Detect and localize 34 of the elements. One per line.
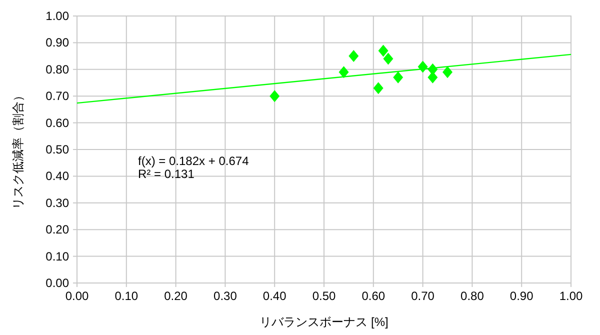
point [393,71,404,84]
x-tick-label: 0.30 [214,289,238,303]
point [378,44,388,57]
x-tick-label: 0.20 [164,289,188,303]
x-tick-label: 0.80 [460,289,484,303]
point [348,50,359,62]
point [442,66,452,78]
point [373,82,384,94]
annotation: R² = 0.131 [138,167,195,181]
y-tick-label: 0.60 [46,116,70,130]
y-tick-label: 0.30 [46,196,70,210]
x-tick-label: 0.50 [312,289,336,303]
y-tick-label: 0.80 [46,62,70,76]
x-tick-label: 1.00 [559,289,583,303]
y-tick-label: 0.50 [46,142,70,156]
point [270,90,280,102]
y-tick-label: 0.10 [46,249,70,264]
y-tick-label: 0.20 [46,222,70,237]
x-tick-label: 0.90 [510,289,534,303]
y-tick-label: 0.00 [46,276,70,290]
x-tick-label: 0.10 [114,289,138,303]
x-tick-label: 0.00 [65,289,89,303]
x-tick-label: 0.40 [262,289,287,303]
y-tick-label: 0.70 [46,89,70,104]
y-tick-label: 0.90 [46,36,70,50]
x-axis-title: リバランスボーナス [%] [260,315,388,329]
x-tick-label: 0.60 [362,289,386,303]
x-tick-label: 0.70 [411,289,435,303]
y-tick-label: 0.40 [46,169,70,184]
point [383,52,394,65]
point [338,66,349,78]
y-tick-label: 1.00 [46,9,70,23]
y-axis-title: リスク低減率（割合） [11,90,25,210]
annotation: f(x) = 0.182x + 0.674 [138,154,250,168]
